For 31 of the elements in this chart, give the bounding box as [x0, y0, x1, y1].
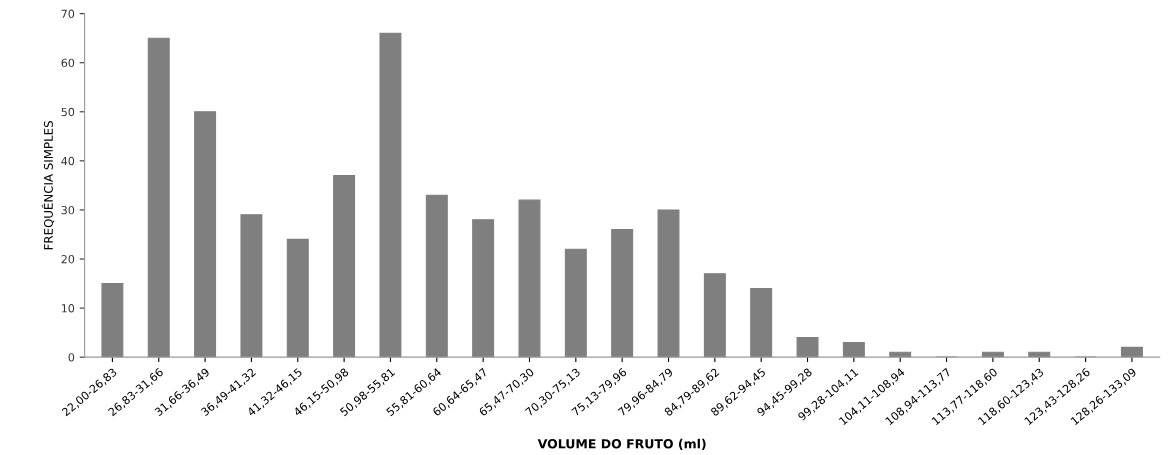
bar [842, 341, 865, 358]
bar [611, 229, 634, 358]
y-tick-label: 10 [61, 304, 75, 313]
y-tick-label: 70 [61, 9, 75, 19]
bar [564, 248, 587, 358]
y-tick-label: 50 [61, 107, 75, 117]
bar [750, 287, 773, 358]
bar [286, 238, 309, 358]
y-tick-label: 20 [61, 255, 75, 264]
bar [1028, 351, 1051, 358]
x-axis-title: VOLUME DO FRUTO (ml) [537, 438, 706, 450]
bar [147, 37, 170, 358]
bar [657, 209, 680, 358]
bar [703, 273, 726, 358]
bar [472, 219, 495, 358]
bar [518, 199, 541, 358]
bar [796, 336, 819, 358]
y-tick-label: 30 [61, 205, 75, 215]
bar [425, 194, 448, 358]
bar [889, 351, 912, 358]
bar [194, 111, 217, 358]
bar [101, 283, 124, 358]
y-tick-label: 40 [61, 156, 75, 166]
bar [1120, 346, 1143, 358]
bar [981, 351, 1004, 358]
bar [240, 214, 263, 358]
y-tick-label: 0 [68, 353, 75, 362]
bar [379, 32, 402, 358]
bar [333, 175, 356, 358]
y-axis-title: FREQUÊNCIA SIMPLES [41, 121, 55, 250]
y-tick-label: 60 [61, 58, 75, 68]
